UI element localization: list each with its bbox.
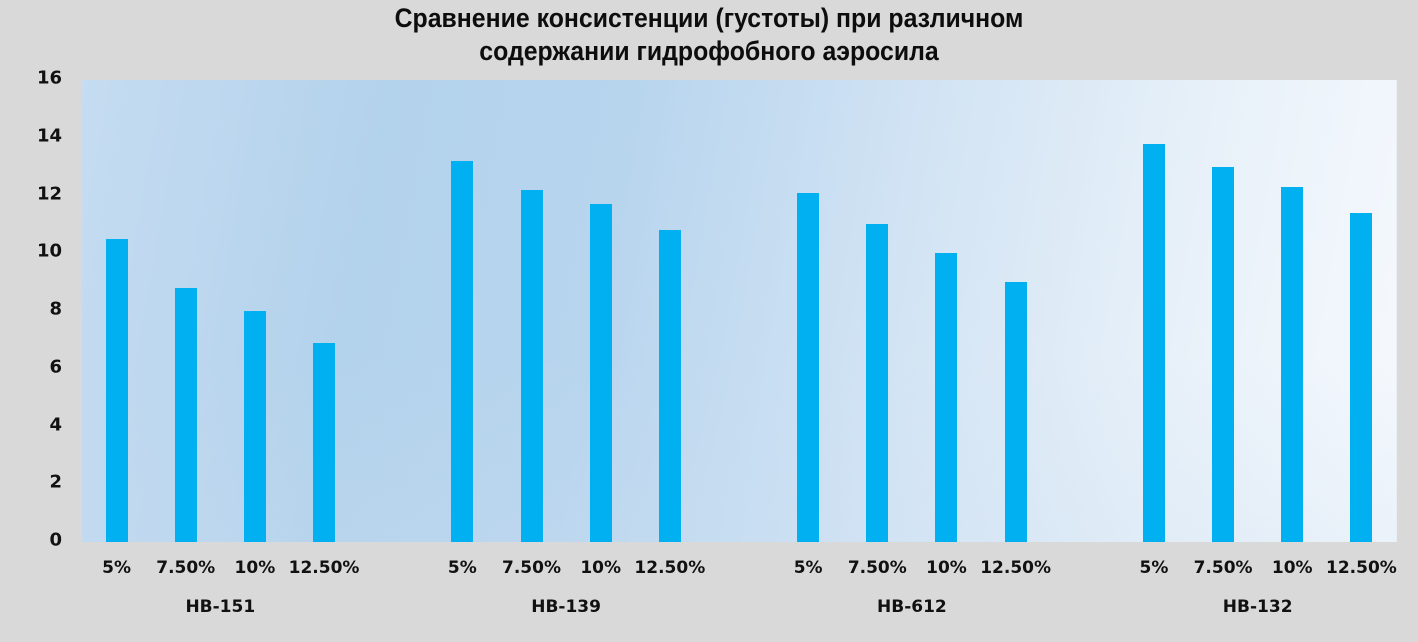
x-tick-label: 10% [234,558,276,578]
x-tick-label: 5% [447,558,477,578]
x-tick-label: 10% [1271,558,1313,578]
bar-HB-132-5% [1142,143,1165,542]
bar-HB-151-10% [243,311,266,542]
chart-title-line-1: Сравнение консистенции (густоты) при раз… [394,3,1024,33]
y-tick-label: 14 [36,125,62,147]
x-tick-label: 10% [580,558,622,578]
x-tick-label: 7.50% [1193,558,1253,578]
bar-HB-132-7.50% [1212,166,1235,542]
bar-HB-132-12.50% [1350,212,1373,542]
x-tick-label: 5% [1139,558,1169,578]
x-tick-label: 7.50% [847,558,907,578]
plot-area [82,80,1396,542]
y-tick-label: 10 [36,240,62,262]
group-label: HB-612 [877,597,947,617]
bar-HB-151-5% [105,238,128,542]
y-tick-label: 4 [49,414,62,435]
group-label: HB-151 [185,597,256,617]
x-tick-label: 5% [793,558,823,578]
y-tick-label: 12 [36,183,62,204]
x-tick-label: 5% [102,558,132,578]
group-label: HB-139 [531,597,601,617]
y-tick-label: 6 [49,356,62,378]
bar-HB-139-12.50% [658,230,681,542]
x-tick-label: 12.50% [1326,558,1397,578]
y-tick-label: 0 [49,529,62,551]
bar-HB-139-10% [589,204,612,542]
chart-title-line-2: содержании гидрофобного аэросила [479,36,939,66]
bar-HB-139-5% [451,160,474,542]
bar-HB-612-12.50% [1004,282,1027,542]
bar-HB-612-10% [935,253,958,542]
bar-HB-151-7.50% [174,287,197,542]
bar-HB-132-10% [1281,186,1304,542]
x-tick-label: 12.50% [980,558,1052,578]
x-tick-label: 7.50% [156,558,216,578]
chart-title: Сравнение консистенции (густоты) при раз… [57,2,1362,68]
bar-HB-612-5% [797,192,820,542]
x-tick-label: 12.50% [288,558,360,578]
y-tick-label: 8 [49,298,62,320]
x-tick-label: 7.50% [502,558,561,578]
y-tick-label: 2 [49,471,62,493]
group-label: HB-132 [1222,597,1293,617]
bar-HB-612-7.50% [866,224,889,542]
bar-HB-151-12.50% [313,342,336,542]
y-tick-label: 16 [36,67,62,89]
bar-HB-139-7.50% [520,189,543,542]
x-tick-label: 12.50% [634,558,706,578]
x-tick-label: 10% [926,558,967,578]
